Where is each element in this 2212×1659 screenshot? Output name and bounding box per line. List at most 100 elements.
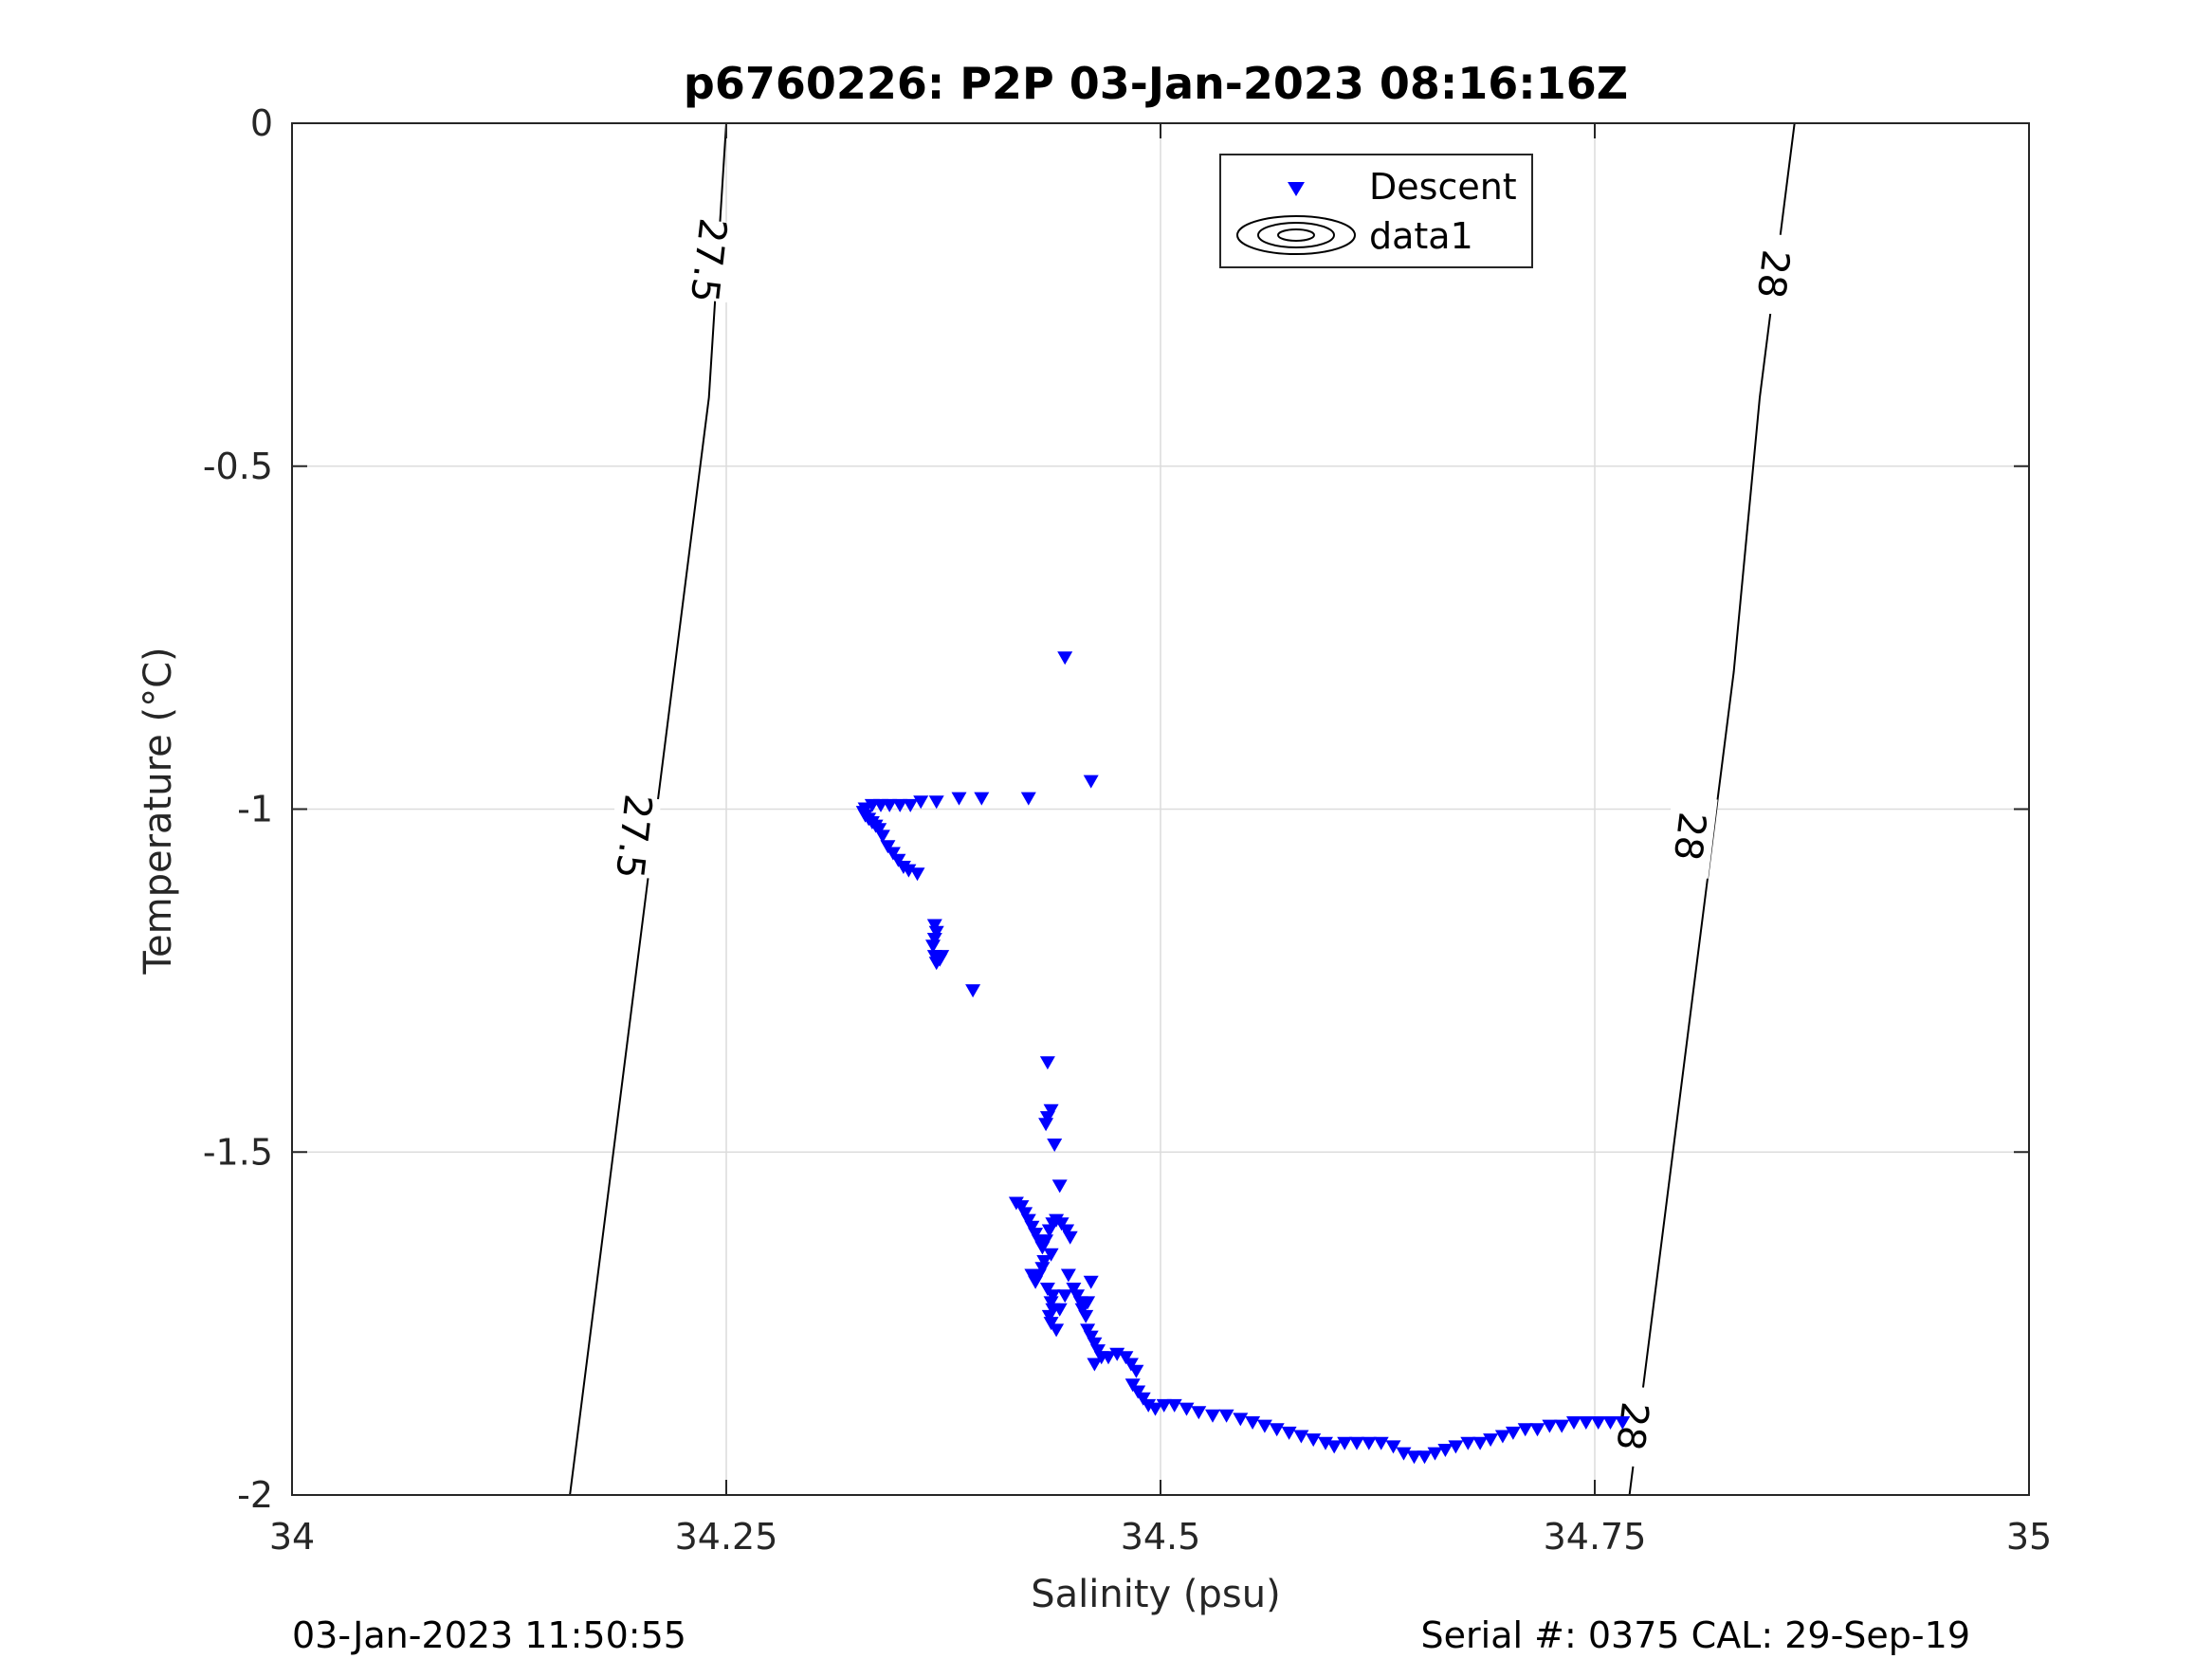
descent-point [1038, 1234, 1054, 1249]
descent-point [1083, 775, 1099, 789]
contour-label-background [1605, 1384, 1661, 1469]
descent-point [1472, 1436, 1489, 1450]
descent-point [1123, 1358, 1139, 1372]
descent-point [864, 798, 880, 812]
contour-label: 28 [1665, 810, 1714, 863]
descent-point [1615, 1416, 1631, 1430]
contour-label-background [1662, 793, 1718, 879]
descent-point [1118, 1351, 1134, 1365]
descent-point [928, 925, 944, 939]
y-axis-label: Temperature (°C) [137, 647, 180, 975]
descent-series [855, 651, 1631, 1465]
descent-point [1128, 1364, 1144, 1378]
descent-point [928, 795, 944, 810]
descent-point [1179, 1402, 1195, 1416]
contour-label-background [682, 218, 737, 303]
contour-label-background [607, 793, 662, 879]
descent-point [1156, 1398, 1172, 1413]
descent-point [1087, 1358, 1103, 1372]
descent-point [1101, 1351, 1116, 1365]
descent-point [1448, 1440, 1464, 1454]
descent-point [913, 795, 929, 810]
axis-ticks: 34 34.25 34.5 34.75 35 0 -0.5 -1 -1.5 -2 [203, 102, 2052, 1558]
descent-point [1043, 1103, 1059, 1118]
descent-point [1542, 1419, 1558, 1433]
descent-point [1205, 1409, 1220, 1423]
descent-point [1051, 1179, 1068, 1194]
descent-point [1090, 1344, 1106, 1358]
descent-point [1517, 1423, 1533, 1437]
descent-point [1566, 1416, 1581, 1430]
descent-point [1014, 1200, 1030, 1214]
descent-point [926, 933, 942, 946]
x-tick-label: 34 [269, 1516, 315, 1558]
descent-point [1083, 1330, 1099, 1344]
descent-point [1062, 1231, 1078, 1245]
descent-point [1039, 1111, 1055, 1125]
descent-point [1218, 1409, 1234, 1423]
descent-point [1049, 1323, 1065, 1338]
footer-serial-cal: Serial #: 0375 CAL: 29-Sep-19 [1421, 1614, 1970, 1656]
y-tick-label: -1.5 [203, 1131, 273, 1173]
legend-data1-label: data1 [1369, 215, 1473, 257]
contour-label: 27.5 [682, 216, 735, 305]
legend-descent-marker [1288, 182, 1305, 196]
contour-label: 28 [1607, 1399, 1656, 1452]
descent-point [934, 950, 950, 964]
descent-point [890, 853, 906, 867]
legend: Descent data1 [1219, 154, 1533, 268]
legend-descent-label: Descent [1369, 166, 1517, 208]
descent-point [1437, 1444, 1453, 1457]
descent-point [1361, 1436, 1377, 1450]
descent-point [1337, 1436, 1353, 1450]
descent-point [1017, 1207, 1033, 1221]
descent-point [1124, 1378, 1141, 1393]
descent-point [1406, 1450, 1422, 1465]
descent-point [1349, 1436, 1364, 1450]
descent-point [1069, 1289, 1086, 1304]
descent-point [1043, 1296, 1059, 1310]
descent-point [892, 798, 908, 812]
descent-point [1427, 1447, 1443, 1461]
descent-point [1130, 1385, 1146, 1399]
descent-point [1020, 1213, 1036, 1228]
descent-point [1135, 1392, 1151, 1406]
descent-point [1245, 1416, 1261, 1430]
descent-point [1043, 1317, 1059, 1331]
descent-point [1529, 1423, 1545, 1437]
descent-point [1083, 1275, 1099, 1289]
contour-label-background [1746, 231, 1801, 317]
x-axis-label: Salinity (psu) [1031, 1573, 1280, 1616]
descent-point [1141, 1398, 1157, 1413]
descent-point [880, 840, 896, 854]
descent-point [1281, 1426, 1297, 1440]
descent-point [1417, 1450, 1433, 1465]
descent-point [1505, 1426, 1521, 1440]
density-contours: 27.5 27.5 28 28 28 [569, 122, 1801, 1496]
descent-point [1034, 1262, 1051, 1276]
descent-point [1051, 1303, 1068, 1317]
x-tick-label: 34.25 [675, 1516, 778, 1558]
descent-point [1373, 1436, 1389, 1450]
descent-point [1028, 1228, 1044, 1242]
descent-point [1318, 1436, 1333, 1450]
x-tick-label: 35 [2006, 1516, 2052, 1558]
legend-box [1219, 154, 1533, 268]
footer-timestamp: 03-Jan-2023 11:50:55 [292, 1614, 686, 1656]
x-tick-label: 34.5 [1121, 1516, 1201, 1558]
descent-point [909, 867, 925, 882]
descent-point [1306, 1433, 1322, 1448]
contour-label: 28 [1748, 247, 1798, 301]
descent-point [925, 939, 941, 954]
descent-point [1269, 1423, 1285, 1437]
descent-point [903, 798, 919, 812]
descent-point [1036, 1255, 1052, 1268]
descent-point [1191, 1406, 1207, 1420]
descent-point [885, 847, 901, 861]
descent-point [1038, 1118, 1054, 1132]
chart-title: p6760226: P2P 03-Jan-2023 08:16:16Z [684, 58, 1628, 109]
descent-point [1590, 1416, 1606, 1430]
descent-point [974, 792, 990, 806]
descent-point [1233, 1413, 1249, 1427]
legend-contour-icon [1236, 215, 1356, 255]
